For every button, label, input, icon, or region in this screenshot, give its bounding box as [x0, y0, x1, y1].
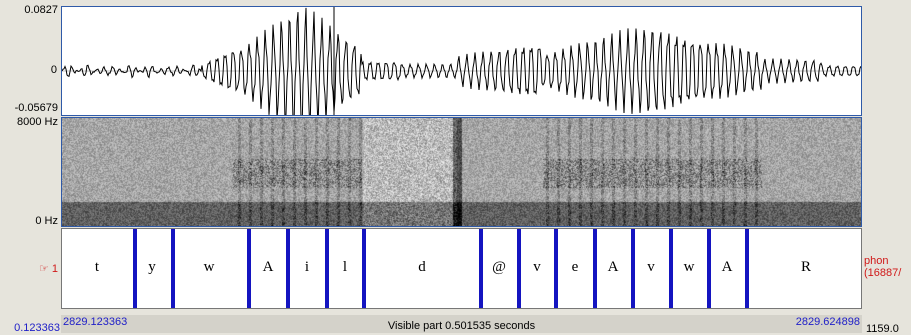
phone-interval[interactable]: e [571, 259, 579, 275]
phoneme-tier[interactable]: t y w A i l d @ v e A v w A R [61, 228, 862, 309]
phone-interval[interactable]: t [94, 259, 100, 275]
phone-interval[interactable]: R [800, 259, 811, 275]
waveform-plot [62, 7, 861, 115]
waveform-max-label: 0.0827 [24, 4, 58, 16]
time-ruler[interactable]: 2829.123363 Visible part 0.501535 second… [61, 315, 862, 333]
tier-boundary[interactable] [554, 229, 558, 308]
phone-interval[interactable]: w [683, 259, 695, 275]
tier-interval-count: (16887/ [864, 267, 902, 279]
tier-boundary[interactable] [247, 229, 251, 308]
tier-boundary[interactable] [325, 229, 329, 308]
ruler-right-edge[interactable]: 1159.0 [866, 323, 899, 335]
hand-pointer-icon: ☞ [38, 263, 49, 275]
tier-number-label: 1 [51, 263, 58, 275]
waveform-trace [62, 7, 861, 115]
ruler-left-edge[interactable]: 0.123363 [14, 322, 60, 334]
tier-boundary[interactable] [479, 229, 483, 308]
phone-interval[interactable]: @ [492, 259, 506, 275]
phone-interval[interactable]: v [647, 259, 655, 275]
phone-interval[interactable]: v [533, 259, 541, 275]
tier-boundary[interactable] [707, 229, 711, 308]
tier-boundary[interactable] [362, 229, 366, 308]
waveform-pane[interactable] [61, 6, 862, 116]
phone-interval[interactable]: d [418, 259, 426, 275]
phone-interval[interactable]: A [262, 259, 274, 275]
phone-interval[interactable]: y [148, 259, 156, 275]
phone-interval[interactable]: A [721, 259, 733, 275]
tier-boundary[interactable] [517, 229, 521, 308]
tier-boundary[interactable] [171, 229, 175, 308]
spectrogram-image [62, 118, 861, 226]
tier-boundary[interactable] [286, 229, 290, 308]
waveform-zero-label: 0 [50, 64, 57, 76]
tier-boundary[interactable] [133, 229, 137, 308]
tier-name[interactable]: phon (16887/ [864, 255, 911, 279]
spectrogram-bottom-label: 0 Hz [35, 215, 58, 227]
waveform-min-label: -0.05679 [14, 102, 58, 114]
spectrogram-top-label: 8000 Hz [17, 116, 58, 128]
visible-part-label[interactable]: Visible part 0.501535 seconds [387, 320, 536, 332]
spectrogram-pane[interactable] [61, 117, 862, 227]
ruler-right-time[interactable]: 2829.624898 [795, 316, 860, 328]
phone-interval[interactable]: A [607, 259, 619, 275]
tier-name-label: phon [864, 255, 889, 267]
phone-interval[interactable]: l [342, 259, 348, 275]
tier-boundary[interactable] [631, 229, 635, 308]
tier-number[interactable]: ☞ 1 [30, 262, 58, 275]
ruler-left-time[interactable]: 2829.123363 [63, 316, 128, 328]
phone-interval[interactable]: i [304, 259, 310, 275]
tier-boundary[interactable] [669, 229, 673, 308]
tier-boundary[interactable] [745, 229, 749, 308]
phone-interval[interactable]: w [203, 259, 215, 275]
tier-boundary[interactable] [593, 229, 597, 308]
